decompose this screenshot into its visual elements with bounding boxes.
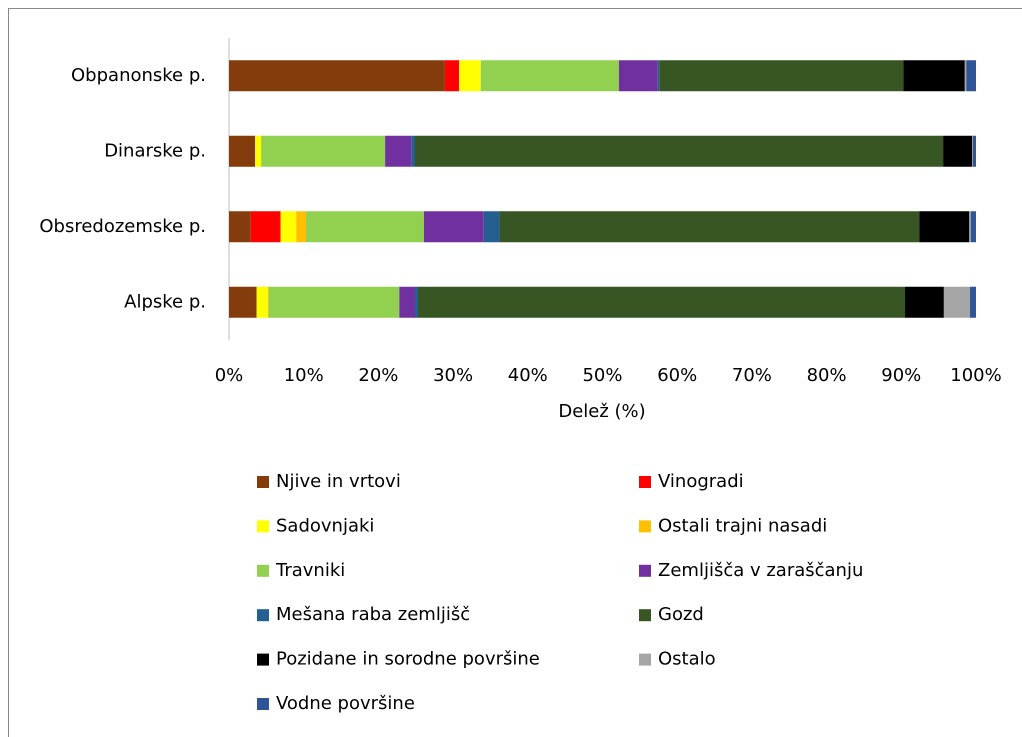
legend-label: Zemljišča v zaraščanju bbox=[658, 560, 863, 581]
bar-segment bbox=[905, 286, 944, 318]
bar-segment bbox=[229, 135, 256, 167]
bar-segment bbox=[657, 60, 660, 92]
bar-segment bbox=[444, 60, 460, 92]
bar-segment bbox=[385, 135, 412, 167]
bar-segment bbox=[250, 211, 281, 243]
x-tick-label: 40% bbox=[508, 365, 548, 386]
bar-segment bbox=[229, 211, 251, 243]
bar-segment bbox=[483, 211, 500, 243]
bar-segment bbox=[972, 135, 974, 167]
bar-segment bbox=[417, 286, 906, 318]
bar-segment bbox=[261, 135, 386, 167]
bar-segment bbox=[970, 211, 976, 243]
bar-segment bbox=[268, 286, 400, 318]
legend-swatch bbox=[639, 564, 651, 577]
x-tick-label: 20% bbox=[358, 365, 398, 386]
bar-segment bbox=[966, 60, 976, 92]
bar-segment bbox=[970, 286, 976, 318]
bar-segment bbox=[267, 286, 269, 318]
x-tick-label: 50% bbox=[582, 365, 622, 386]
bar-segment bbox=[296, 211, 306, 243]
legend-swatch bbox=[257, 609, 269, 622]
bar-segment bbox=[415, 286, 418, 318]
bar-segment bbox=[659, 60, 904, 92]
legend-swatch bbox=[639, 653, 651, 666]
x-tick-label: 10% bbox=[284, 365, 324, 386]
bar-segment bbox=[964, 60, 967, 92]
bar-segment bbox=[423, 211, 484, 243]
legend-swatch bbox=[257, 564, 269, 577]
y-tick-label: Obsredozemske p. bbox=[39, 216, 206, 237]
bar-segment bbox=[229, 286, 257, 318]
bar-segment bbox=[256, 286, 268, 318]
legend-label: Ostalo bbox=[658, 649, 716, 670]
legend-label: Mešana raba zemljišč bbox=[276, 604, 470, 625]
legend-swatch bbox=[639, 609, 651, 622]
x-tick-label: 0% bbox=[215, 365, 244, 386]
legend-swatch bbox=[257, 653, 269, 666]
x-tick-label: 30% bbox=[433, 365, 473, 386]
bar-segment bbox=[399, 286, 416, 318]
legend-swatch bbox=[257, 698, 269, 710]
bar-segment bbox=[305, 211, 424, 243]
bar-segment bbox=[480, 60, 619, 92]
bar-segment bbox=[229, 60, 445, 92]
x-tick-label: 80% bbox=[807, 365, 847, 386]
bar-segment bbox=[943, 286, 971, 318]
legend-swatch bbox=[257, 520, 269, 533]
bar-segment bbox=[499, 211, 920, 243]
y-tick-label: Obpanonske p. bbox=[71, 65, 206, 86]
legend-label: Vodne površine bbox=[276, 693, 415, 714]
bar-segment bbox=[903, 60, 965, 92]
y-tick-label: Dinarske p. bbox=[104, 140, 206, 161]
y-tick-label: Alpske p. bbox=[124, 291, 206, 312]
bar-segment bbox=[415, 135, 944, 167]
bar-segment bbox=[973, 135, 976, 167]
bar-segment bbox=[459, 60, 481, 92]
bar-segment bbox=[618, 60, 658, 92]
legend-label: Gozd bbox=[658, 604, 704, 625]
legend-label: Ostali trajni nasadi bbox=[658, 515, 827, 536]
legend-label: Pozidane in sorodne površine bbox=[276, 649, 540, 670]
x-tick-label: 60% bbox=[657, 365, 697, 386]
x-tick-label: 100% bbox=[950, 365, 1001, 386]
chart-border bbox=[8, 8, 1022, 737]
x-tick-label: 90% bbox=[881, 365, 921, 386]
legend-swatch bbox=[639, 476, 651, 488]
legend-label: Vinogradi bbox=[658, 471, 744, 492]
legend-label: Sadovnjaki bbox=[276, 515, 374, 536]
legend-label: Travniki bbox=[275, 560, 345, 581]
x-axis-label: Delež (%) bbox=[558, 401, 645, 422]
legend-swatch bbox=[639, 520, 651, 533]
bar-segment bbox=[943, 135, 973, 167]
bar-segment bbox=[255, 135, 262, 167]
legend-label: Njive in vrtovi bbox=[276, 471, 401, 492]
legend-swatch bbox=[257, 476, 269, 488]
bar-segment bbox=[411, 135, 416, 167]
bar-segment bbox=[969, 211, 971, 243]
bar-segment bbox=[280, 211, 297, 243]
bar-segment bbox=[919, 211, 970, 243]
x-tick-label: 70% bbox=[732, 365, 772, 386]
